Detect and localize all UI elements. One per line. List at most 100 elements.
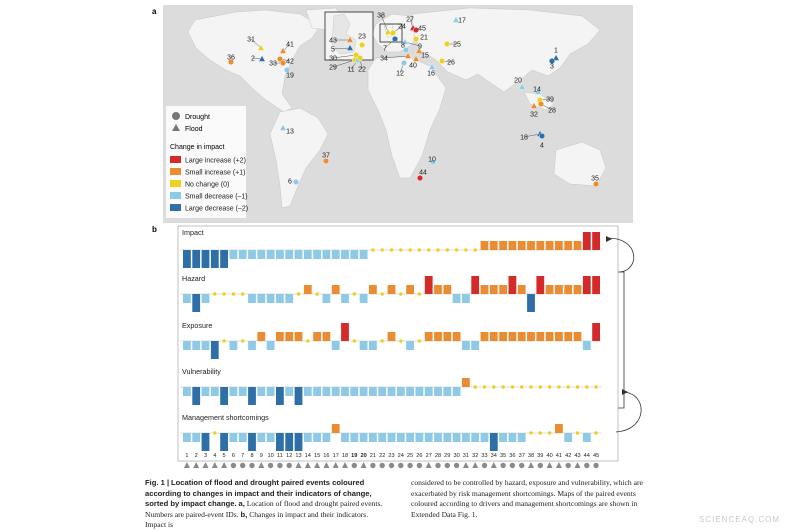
panel-b-chart: b Impact Hazard Exposure Vulnerability Manag… bbox=[152, 225, 642, 469]
no-change-dot bbox=[241, 339, 245, 343]
indicator-bar bbox=[201, 387, 210, 396]
drought-marker-icon bbox=[538, 100, 545, 107]
indicator-bar bbox=[582, 276, 591, 294]
drought-type-icon bbox=[379, 462, 385, 469]
leader-line bbox=[332, 47, 351, 50]
event-id-tick-label: 3 bbox=[204, 453, 207, 459]
no-change-dot bbox=[222, 292, 226, 296]
event-id-axis: 1 2 3 4 5 6 7 8 9 10 11 12 13 14 15 16 17 18 19 20 21 22 23 24 2… bbox=[183, 453, 599, 469]
map-event-label: 39 bbox=[546, 97, 554, 104]
drought-type-icon bbox=[519, 462, 525, 469]
indicator-bar bbox=[369, 341, 377, 350]
indicator-bar bbox=[248, 387, 256, 405]
map-event-label: 27 bbox=[406, 17, 414, 24]
indicator-bar bbox=[257, 294, 266, 303]
drought-marker-icon bbox=[401, 60, 408, 67]
indicator-bar bbox=[183, 341, 191, 350]
flood-type-icon bbox=[221, 462, 228, 468]
indicator-bar bbox=[415, 387, 424, 396]
africa-shape bbox=[367, 55, 447, 179]
management-connector-arrow bbox=[615, 391, 642, 433]
indicator-bar bbox=[434, 332, 442, 341]
indicator-bar bbox=[536, 276, 545, 294]
map-event-label: 35 bbox=[591, 176, 599, 183]
indicator-bar bbox=[229, 387, 238, 396]
indicator-bar bbox=[248, 341, 256, 350]
indicator-bar bbox=[341, 250, 349, 259]
map-markers bbox=[227, 16, 600, 187]
event-id-tick-label: 45 bbox=[593, 453, 599, 459]
drought-marker-icon bbox=[417, 174, 424, 181]
indicator-bar bbox=[443, 433, 452, 442]
map-event-label: 29 bbox=[329, 65, 337, 72]
indicator-bar bbox=[396, 387, 405, 396]
inset-land-shape bbox=[331, 13, 357, 55]
drought-type-icon bbox=[453, 462, 460, 469]
indicator-bar bbox=[220, 433, 228, 451]
no-change-dot bbox=[399, 339, 403, 343]
indicator-bar bbox=[582, 341, 591, 350]
drought-type-icon bbox=[351, 462, 357, 469]
map-event-label: 19 bbox=[286, 73, 294, 80]
indicator-bar bbox=[555, 332, 563, 341]
event-id-tick-label: 23 bbox=[388, 453, 394, 459]
event-id-tick-label: 2 bbox=[195, 453, 198, 459]
event-id-tick-label: 24 bbox=[398, 453, 404, 459]
indicator-bar bbox=[313, 332, 321, 341]
leader-line bbox=[380, 14, 389, 33]
legend-item-label: Small decrease (–1) bbox=[185, 194, 248, 201]
indicator-bar bbox=[480, 241, 489, 250]
row-label: Management shortcomings bbox=[182, 413, 269, 422]
no-change-dot bbox=[454, 248, 459, 252]
event-id-tick-label: 22 bbox=[379, 453, 385, 459]
indicator-bar bbox=[285, 294, 294, 303]
indicator-bar bbox=[183, 387, 191, 396]
indicator-bar bbox=[480, 332, 489, 341]
event-id-tick-label: 26 bbox=[416, 453, 422, 459]
indicator-bar bbox=[517, 241, 526, 250]
indicator-bar bbox=[359, 294, 368, 303]
indicator-bar bbox=[378, 433, 387, 442]
indicator-bar bbox=[303, 387, 312, 396]
leader-line bbox=[332, 59, 356, 68]
indicator-bar bbox=[341, 323, 349, 341]
indicator-bar bbox=[192, 294, 201, 312]
drought-marker-icon bbox=[549, 58, 556, 65]
drought-marker-icon bbox=[392, 36, 399, 43]
map-event-label: 7 bbox=[383, 46, 387, 53]
map-event-label: 2 bbox=[251, 56, 255, 63]
indicator-bar bbox=[257, 250, 266, 259]
legend-item-label: Large decrease (–2) bbox=[185, 206, 248, 213]
indicator-bar bbox=[471, 341, 480, 350]
indicator-bar bbox=[499, 332, 507, 341]
flood-type-icon bbox=[360, 462, 367, 468]
flood-type-icon bbox=[528, 462, 534, 468]
event-id-tick-label: 13 bbox=[295, 453, 301, 459]
indicator-bar bbox=[424, 332, 433, 341]
arrow-head-icon bbox=[606, 236, 612, 242]
indicator-bar bbox=[573, 241, 582, 250]
map-event-label: 10 bbox=[428, 157, 436, 164]
no-change-dot bbox=[436, 248, 440, 252]
event-id-tick-label: 14 bbox=[305, 453, 311, 459]
panel-a-label: a bbox=[152, 7, 157, 16]
event-id-tick-label: 32 bbox=[472, 453, 478, 459]
map-event-label: 21 bbox=[420, 35, 428, 42]
indicator-bar bbox=[257, 387, 266, 396]
flood-marker-icon bbox=[534, 88, 542, 95]
map-event-label: 22 bbox=[358, 67, 366, 74]
indicator-bar bbox=[517, 433, 526, 442]
drought-type-icon bbox=[388, 462, 395, 469]
event-id-tick-label: 19 bbox=[351, 453, 357, 459]
no-change-dot bbox=[482, 385, 487, 389]
map-event-label: 13 bbox=[286, 129, 294, 136]
flood-type-icon bbox=[490, 462, 497, 468]
indicator-bar bbox=[276, 294, 284, 303]
flood-marker-icon bbox=[518, 83, 526, 90]
no-change-dot bbox=[547, 385, 552, 389]
drought-type-icon bbox=[593, 462, 599, 469]
indicator-bar bbox=[480, 433, 489, 442]
indicator-bar bbox=[276, 387, 284, 405]
indicator-bar bbox=[266, 294, 275, 303]
